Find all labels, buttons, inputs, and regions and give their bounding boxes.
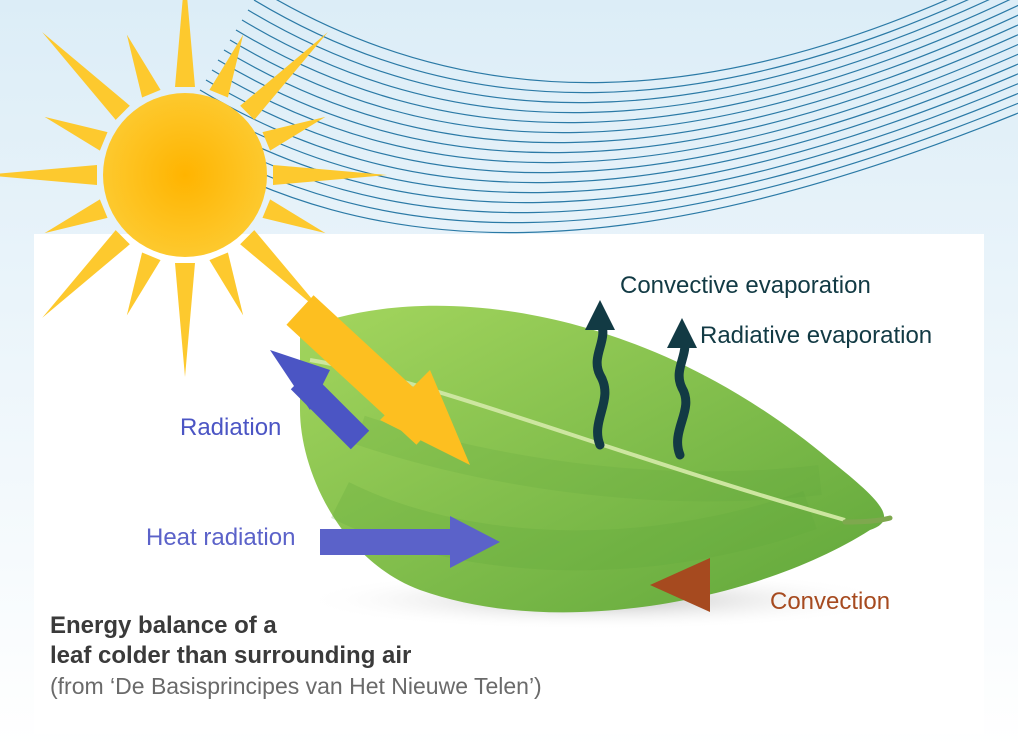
title-line-2: leaf colder than surrounding air bbox=[50, 642, 411, 670]
diagram-stage: Convective evaporation Radiative evapora… bbox=[0, 0, 1018, 749]
radiative-evaporation-label: Radiative evaporation bbox=[700, 322, 932, 350]
title-line-1: Energy balance of a bbox=[50, 612, 277, 640]
heat-radiation-label: Heat radiation bbox=[146, 524, 295, 552]
subtitle: (from ‘De Basisprincipes van Het Nieuwe … bbox=[50, 673, 542, 700]
sun-icon bbox=[103, 93, 267, 257]
convective-evaporation-label: Convective evaporation bbox=[620, 272, 871, 300]
convection-label: Convection bbox=[770, 588, 890, 616]
radiation-label: Radiation bbox=[180, 414, 281, 442]
